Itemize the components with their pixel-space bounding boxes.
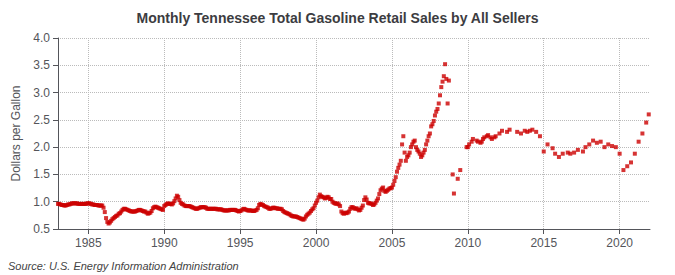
svg-text:1990: 1990 — [151, 236, 178, 250]
svg-text:Source: U.S. Energy Informatio: Source: U.S. Energy Information Administ… — [8, 260, 239, 272]
svg-text:Monthly Tennessee Total Gasoli: Monthly Tennessee Total Gasoline Retail … — [137, 10, 539, 26]
svg-text:4.0: 4.0 — [33, 31, 50, 45]
svg-text:0.5: 0.5 — [33, 222, 50, 236]
svg-text:2.0: 2.0 — [33, 140, 50, 154]
svg-text:1.0: 1.0 — [33, 195, 50, 209]
svg-text:1995: 1995 — [227, 236, 254, 250]
svg-text:3.5: 3.5 — [33, 58, 50, 72]
svg-text:Dollars per Gallon: Dollars per Gallon — [9, 85, 23, 181]
svg-text:3.0: 3.0 — [33, 86, 50, 100]
svg-text:1985: 1985 — [75, 236, 102, 250]
svg-text:2020: 2020 — [606, 236, 633, 250]
svg-text:2005: 2005 — [379, 236, 406, 250]
svg-text:2010: 2010 — [454, 236, 481, 250]
svg-text:1.5: 1.5 — [33, 167, 50, 181]
svg-text:2.5: 2.5 — [33, 113, 50, 127]
svg-text:2015: 2015 — [530, 236, 557, 250]
svg-text:2000: 2000 — [303, 236, 330, 250]
